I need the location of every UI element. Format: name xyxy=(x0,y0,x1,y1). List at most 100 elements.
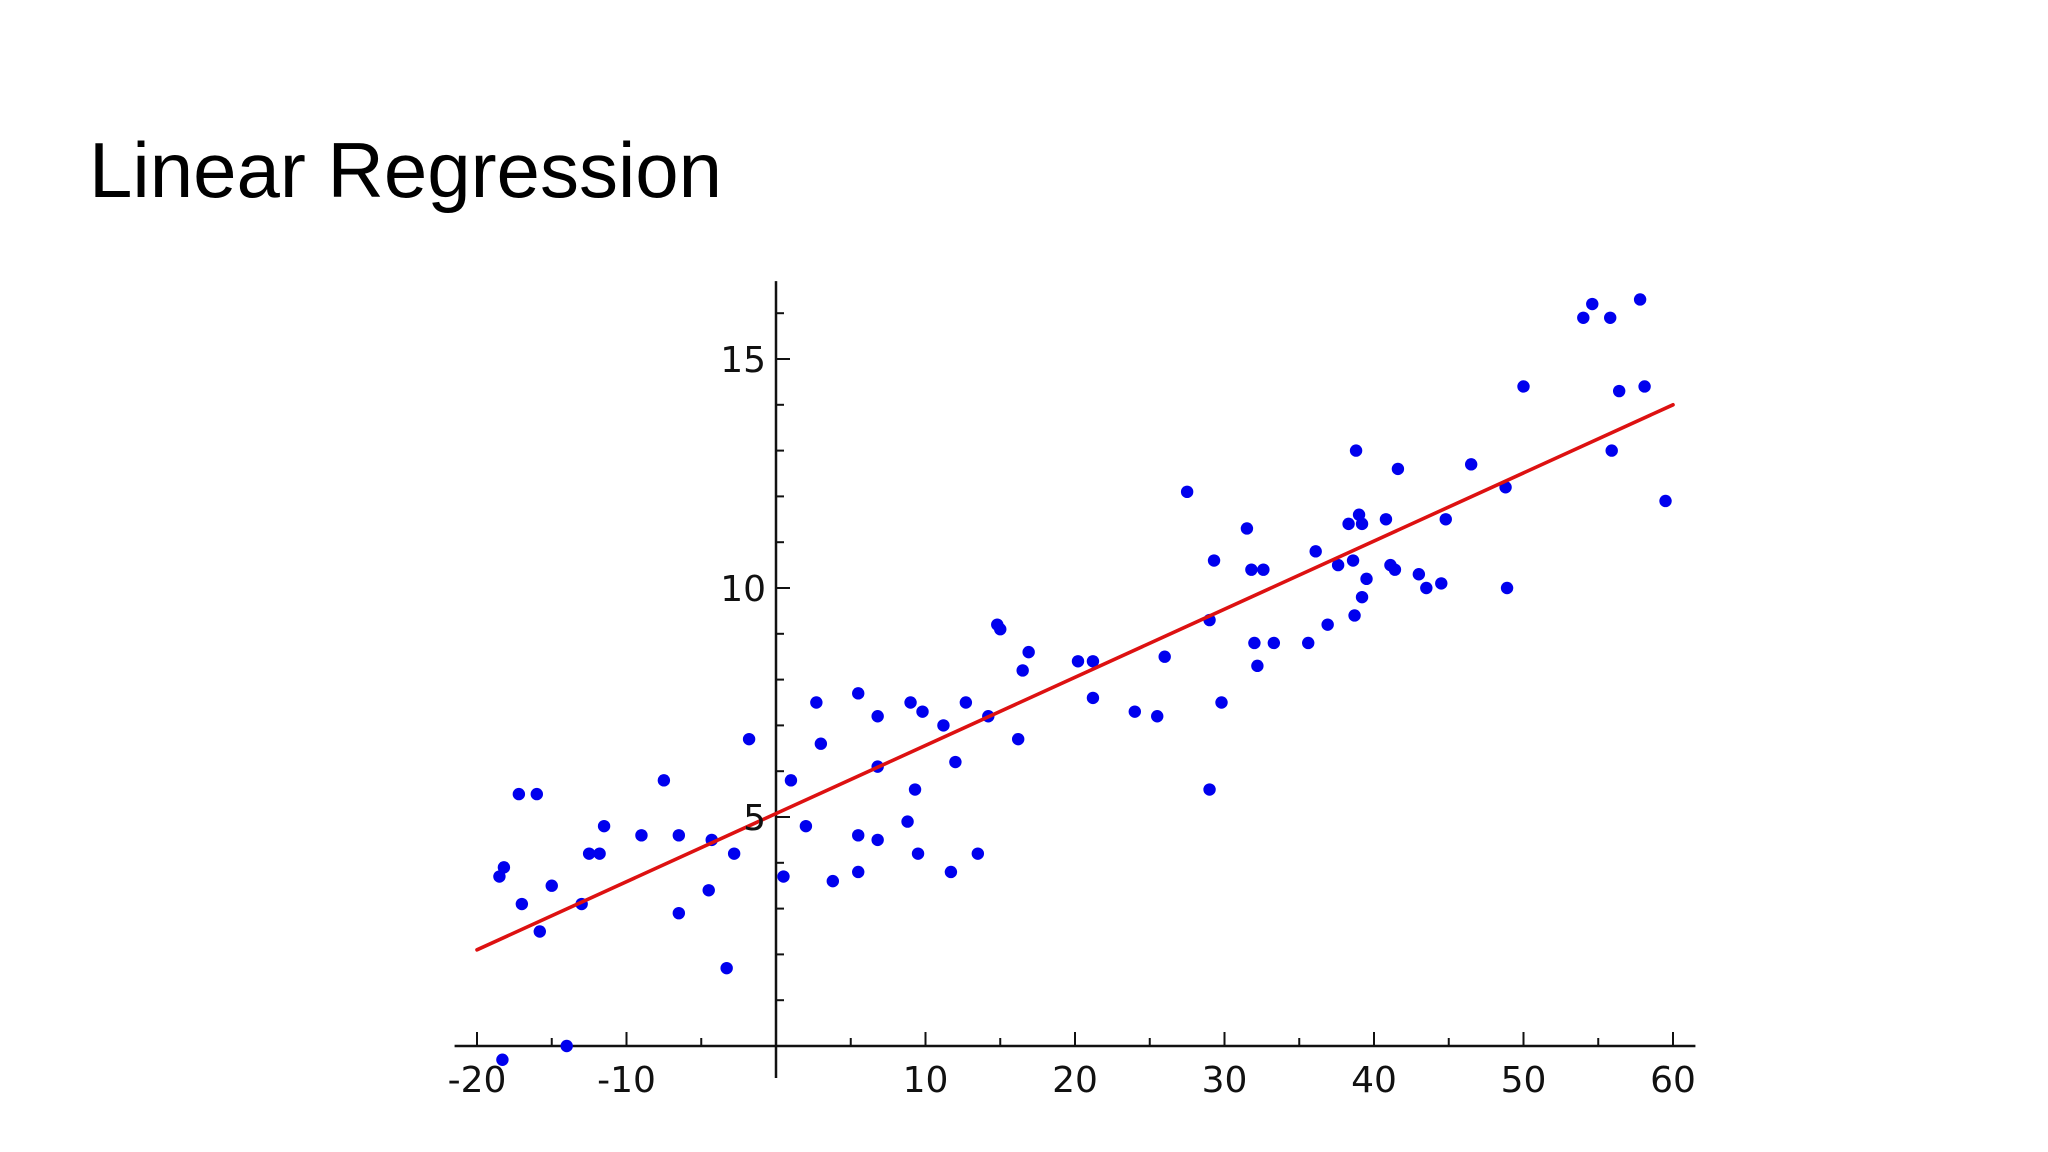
data-point xyxy=(1346,554,1360,567)
data-point xyxy=(672,829,686,842)
data-point xyxy=(1180,485,1194,499)
data-point xyxy=(1022,645,1035,659)
data-point xyxy=(1240,522,1254,535)
slide-title: Linear Regression xyxy=(89,126,723,214)
data-point xyxy=(597,819,611,833)
data-point xyxy=(496,1053,509,1066)
data-point xyxy=(908,783,922,796)
x-tick-label: 20 xyxy=(1052,1060,1098,1101)
regression-line xyxy=(475,402,1675,952)
data-point xyxy=(1412,568,1426,581)
data-point xyxy=(1659,494,1672,508)
data-point xyxy=(1355,590,1369,604)
data-point xyxy=(545,879,558,892)
data-point xyxy=(1355,517,1369,531)
data-point xyxy=(1605,444,1618,457)
data-point xyxy=(1391,462,1405,476)
data-point xyxy=(1011,732,1025,746)
y-tick-label: 15 xyxy=(720,340,766,381)
data-point xyxy=(533,925,546,938)
x-tick-label: -20 xyxy=(448,1060,507,1101)
data-point xyxy=(1379,513,1393,526)
data-point xyxy=(720,961,733,975)
data-point xyxy=(814,737,828,750)
data-point xyxy=(1633,293,1647,306)
data-point xyxy=(1612,384,1626,398)
data-point xyxy=(826,874,840,888)
data-point xyxy=(916,705,929,718)
data-point xyxy=(1203,783,1216,796)
data-point xyxy=(1349,444,1363,457)
data-point xyxy=(1151,710,1164,723)
data-point xyxy=(1388,563,1402,576)
data-point xyxy=(512,787,526,801)
x-tick-label: 10 xyxy=(903,1060,949,1101)
data-point xyxy=(702,884,715,897)
y-tick-label: 10 xyxy=(720,569,766,610)
data-point xyxy=(799,819,813,833)
data-point xyxy=(493,870,506,883)
data-point xyxy=(1302,636,1315,650)
data-point xyxy=(1517,380,1530,393)
data-point xyxy=(852,865,865,879)
data-point xyxy=(1586,297,1599,311)
data-point xyxy=(1464,458,1478,471)
data-point xyxy=(1439,513,1452,526)
data-point xyxy=(1248,636,1261,650)
data-point xyxy=(1577,311,1590,324)
data-point xyxy=(593,847,606,860)
data-point xyxy=(497,861,511,874)
data-point xyxy=(949,755,962,769)
data-point xyxy=(1348,609,1361,622)
data-point xyxy=(1207,554,1221,567)
data-point xyxy=(901,815,914,828)
data-point xyxy=(727,847,741,860)
data-point xyxy=(994,623,1007,636)
x-tick-label: -10 xyxy=(597,1060,656,1101)
x-tick-label: 30 xyxy=(1202,1060,1248,1101)
data-point xyxy=(1158,650,1171,663)
data-point xyxy=(1435,577,1448,590)
data-point xyxy=(1251,659,1264,673)
axes xyxy=(454,281,1696,1078)
data-point xyxy=(1321,618,1334,631)
data-point xyxy=(530,787,543,801)
data-point xyxy=(1215,696,1228,709)
data-point xyxy=(904,696,917,709)
data-point xyxy=(777,870,790,883)
data-point xyxy=(657,774,671,787)
data-point xyxy=(911,847,925,860)
data-point xyxy=(937,719,950,732)
data-point xyxy=(852,829,865,842)
data-point xyxy=(1638,380,1651,393)
y-tick-label: 5 xyxy=(743,798,766,839)
data-point xyxy=(810,696,823,709)
data-point xyxy=(944,865,958,879)
data-points xyxy=(493,293,1672,1066)
data-point xyxy=(1500,581,1514,595)
data-point xyxy=(971,847,985,860)
data-point xyxy=(1086,691,1100,705)
data-point xyxy=(560,1039,573,1053)
data-point xyxy=(582,847,596,860)
data-point xyxy=(1071,655,1085,668)
data-point xyxy=(871,833,884,847)
data-point xyxy=(1420,581,1433,595)
data-point xyxy=(1267,636,1281,650)
data-point xyxy=(1128,705,1142,718)
data-point xyxy=(1309,545,1322,558)
data-point xyxy=(1342,517,1355,531)
data-point xyxy=(1360,572,1373,586)
data-point xyxy=(635,829,648,842)
data-point xyxy=(1245,563,1258,576)
data-point xyxy=(1331,558,1345,572)
x-tick-label: 60 xyxy=(1650,1060,1696,1101)
data-point xyxy=(1604,311,1617,324)
tick-labels: -20 -10 10 20 30 40 50 60 5 10 15 xyxy=(448,340,1696,1101)
data-point xyxy=(1257,563,1270,576)
data-point xyxy=(959,696,973,709)
data-point xyxy=(742,732,756,746)
data-point xyxy=(1016,664,1029,677)
x-tick-label: 40 xyxy=(1351,1060,1397,1101)
